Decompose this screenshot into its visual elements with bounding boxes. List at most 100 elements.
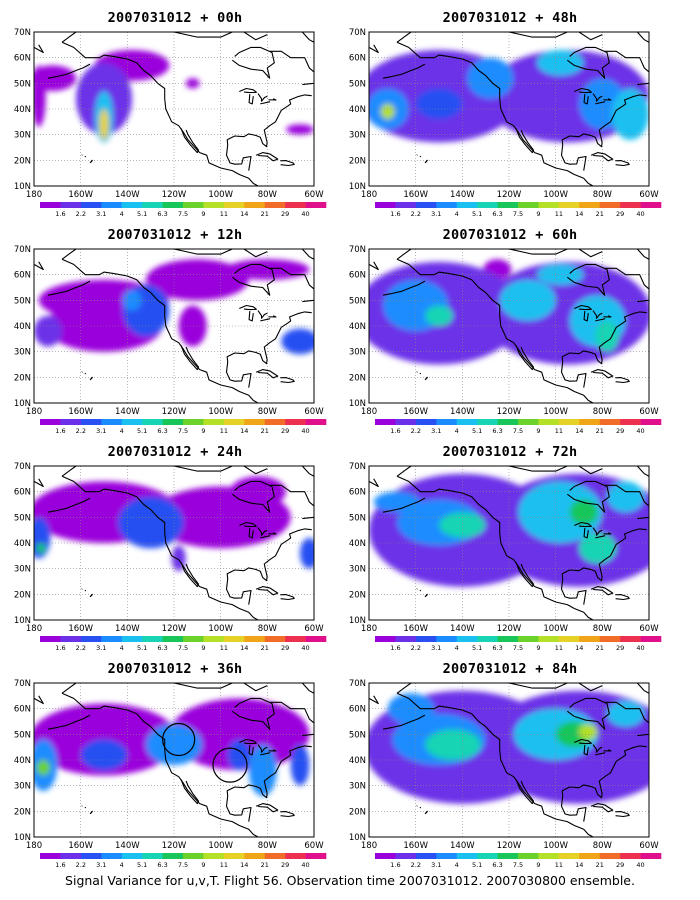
variance-blob <box>373 491 421 513</box>
colorbar-swatch <box>101 853 123 859</box>
colorbar-label: 5.1 <box>472 644 482 652</box>
lat-tick-label: 20N <box>14 156 31 166</box>
colorbar-swatch <box>599 636 621 642</box>
lon-tick-label: 140W <box>450 624 475 634</box>
colorbar-label: 21 <box>261 644 269 652</box>
colorbar-label: 4 <box>455 644 459 652</box>
lat-tick-label: 70N <box>14 28 31 38</box>
map-panel: 2007031012 + 48h 70N 60N 50N 40N 30N 20N 10N 180… <box>345 8 675 224</box>
colorbar-swatch <box>101 636 123 642</box>
lon-tick-label: 80W <box>258 190 278 200</box>
variance-blob <box>122 290 142 311</box>
colorbar-swatch <box>80 419 102 425</box>
map-panel: 2007031012 + 72h 70N 60N 50N 40N 30N 20N 10N 180… <box>345 442 675 658</box>
colorbar-label: 21 <box>261 210 269 218</box>
colorbar-label: 1.6 <box>390 427 400 435</box>
colorbar-label: 14 <box>575 210 583 218</box>
colorbar-swatch <box>162 419 184 425</box>
colorbar-swatch <box>305 202 327 208</box>
lon-tick-label: 60W <box>304 407 324 417</box>
colorbar-label: 29 <box>281 210 289 218</box>
map-panel: 2007031012 + 24h 70N 60N 50N 40N 30N 20N 10N 180… <box>10 442 340 658</box>
colorbar-swatch <box>375 202 396 208</box>
colorbar-label: 21 <box>261 861 269 869</box>
colorbar-label: 29 <box>616 861 624 869</box>
variance-blob <box>300 537 314 569</box>
lat-tick-label: 40N <box>14 756 31 766</box>
colorbar-swatch <box>558 419 580 425</box>
lat-tick-label: 10N <box>14 833 31 843</box>
colorbar-swatch <box>620 853 641 859</box>
colorbar-swatch <box>264 202 286 208</box>
lon-tick-label: 140W <box>115 190 140 200</box>
coastline <box>369 466 649 620</box>
colorbar-swatch <box>121 202 143 208</box>
lat-tick-label: 50N <box>14 730 31 740</box>
panel-title: 2007031012 + 60h <box>442 227 578 243</box>
coastline <box>369 249 649 403</box>
colorbar-swatch <box>375 853 396 859</box>
colorbar-swatch <box>264 853 286 859</box>
lon-tick-label: 60W <box>639 407 659 417</box>
colorbar-swatch <box>538 853 560 859</box>
colorbar-label: 2.2 <box>76 861 86 869</box>
colorbar: 1.6 2.2 3.1 4 5.1 6.3 7.5 9 11 14 21 29 40 <box>375 419 662 435</box>
colorbar-swatch <box>162 202 184 208</box>
lon-tick-label: 80W <box>593 190 613 200</box>
colorbar-label: 40 <box>636 644 644 652</box>
variance-blob <box>36 760 51 776</box>
variance-blob <box>227 739 251 771</box>
colorbar-swatch <box>579 636 601 642</box>
lon-tick-label: 100W <box>208 841 233 851</box>
colorbar-swatch <box>142 202 163 208</box>
lat-tick-label: 30N <box>349 565 366 575</box>
lon-tick-label: 120W <box>497 841 522 851</box>
colorbar-swatch <box>477 636 498 642</box>
lon-tick-label: 100W <box>208 190 233 200</box>
lat-tick-label: 20N <box>349 156 366 166</box>
colorbar-swatch <box>497 636 519 642</box>
variance-blob <box>290 744 310 786</box>
lat-tick-label: 30N <box>14 348 31 358</box>
colorbar-label: 6.3 <box>157 644 167 652</box>
colorbar-swatch <box>40 419 61 425</box>
colorbar-label: 29 <box>616 427 624 435</box>
colorbar-swatch <box>395 419 417 425</box>
lat-tick-label: 50N <box>349 730 366 740</box>
colorbar-label: 6.3 <box>492 644 502 652</box>
colorbar-swatch <box>305 419 327 425</box>
colorbar-label: 21 <box>596 644 604 652</box>
lon-tick-label: 180 <box>361 190 377 200</box>
variance-blob <box>248 744 277 796</box>
figure-caption: Signal Variance for u,v,T. Flight 56. Ob… <box>65 873 635 888</box>
lat-tick-label: 40N <box>14 322 31 332</box>
colorbar-swatch <box>203 419 225 425</box>
lon-tick-label: 160W <box>403 190 428 200</box>
colorbar-swatch <box>162 853 184 859</box>
colorbar-label: 7.5 <box>513 427 523 435</box>
lat-tick-label: 20N <box>349 373 366 383</box>
colorbar-swatch <box>415 419 437 425</box>
colorbar-label: 21 <box>596 861 604 869</box>
colorbar-swatch <box>40 636 61 642</box>
colorbar-label: 11 <box>220 861 228 869</box>
colorbar-label: 2.2 <box>411 427 421 435</box>
colorbar-label: 6.3 <box>157 427 167 435</box>
panel-title: 2007031012 + 00h <box>107 10 243 26</box>
lat-tick-label: 50N <box>349 79 366 89</box>
lon-tick-label: 100W <box>543 624 568 634</box>
lon-tick-label: 80W <box>258 841 278 851</box>
colorbar-label: 14 <box>240 427 248 435</box>
colorbar-label: 7.5 <box>178 427 188 435</box>
colorbar-swatch <box>497 202 519 208</box>
colorbar-label: 3.1 <box>96 210 106 218</box>
colorbar-swatch <box>285 419 306 425</box>
lon-tick-label: 120W <box>162 407 187 417</box>
lon-tick-label: 120W <box>162 190 187 200</box>
colorbar-swatch <box>456 853 478 859</box>
lon-tick-label: 80W <box>258 624 278 634</box>
colorbar-swatch <box>60 853 82 859</box>
colorbar-swatch <box>40 202 61 208</box>
lat-tick-label: 30N <box>14 782 31 792</box>
